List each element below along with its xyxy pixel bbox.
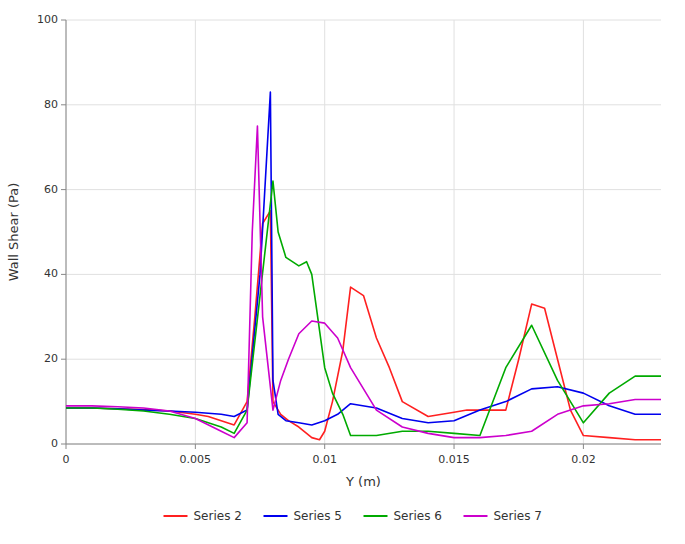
chart: 0 20 40 60 80 100 0 0.005 0.01 0.015 0.02 Y (m) Wall…	[0, 0, 685, 544]
legend-label: Series 7	[494, 509, 542, 523]
grid-line-y	[66, 104, 661, 105]
tick-label-x: 0.02	[571, 453, 596, 466]
legend: Series 2 Series 5 Series 6 Series 7	[164, 509, 542, 523]
legend-label: Series 6	[394, 509, 442, 523]
series-line	[66, 181, 661, 435]
background	[0, 0, 685, 544]
tick-label-x: 0.015	[438, 453, 470, 466]
tick-label-y: 100	[37, 13, 58, 26]
tick-label-x: 0.01	[312, 453, 337, 466]
tick-y	[61, 189, 66, 190]
legend-label: Series 5	[294, 509, 342, 523]
tick-y	[61, 444, 66, 445]
tick-y	[61, 359, 66, 360]
y-axis-label: Wall Shear (Pa)	[6, 183, 21, 282]
x-axis-label: Y (m)	[345, 474, 381, 489]
tick-y	[61, 274, 66, 275]
tick-label-y: 80	[44, 98, 58, 111]
grid-line-x	[195, 20, 196, 444]
grid-line-y	[66, 274, 661, 275]
tick-x	[324, 444, 325, 449]
tick-x	[66, 444, 67, 449]
tick-x	[583, 444, 584, 449]
legend-swatch	[464, 515, 488, 517]
series-line	[66, 92, 661, 425]
legend-swatch	[364, 515, 388, 517]
grid-line-y	[66, 20, 661, 21]
tick-y	[61, 104, 66, 105]
grid-line-y	[66, 359, 661, 360]
grid-line-x	[66, 20, 67, 444]
x-axis-line	[66, 444, 661, 445]
plot-area	[66, 92, 661, 440]
grid-line-x	[324, 20, 325, 444]
tick-label-x: 0.005	[180, 453, 212, 466]
tick-label-y: 0	[51, 437, 58, 450]
tick-label-x: 0	[63, 453, 70, 466]
legend-swatch	[264, 515, 288, 517]
tick-label-y: 40	[44, 267, 58, 280]
axes: 0 20 40 60 80 100 0 0.005 0.01 0.015 0.02	[37, 13, 661, 466]
series-line	[66, 126, 661, 438]
tick-x	[195, 444, 196, 449]
y-axis-line	[66, 20, 67, 444]
tick-label-y: 60	[44, 183, 58, 196]
tick-x	[454, 444, 455, 449]
grid-line-y	[66, 444, 661, 445]
grid-line-y	[66, 189, 661, 190]
tick-label-y: 20	[44, 352, 58, 365]
legend-label: Series 2	[194, 509, 242, 523]
legend-swatch	[164, 515, 188, 517]
grid	[66, 20, 661, 444]
grid-line-x	[583, 20, 584, 444]
tick-y	[61, 20, 66, 21]
grid-line-x	[454, 20, 455, 444]
